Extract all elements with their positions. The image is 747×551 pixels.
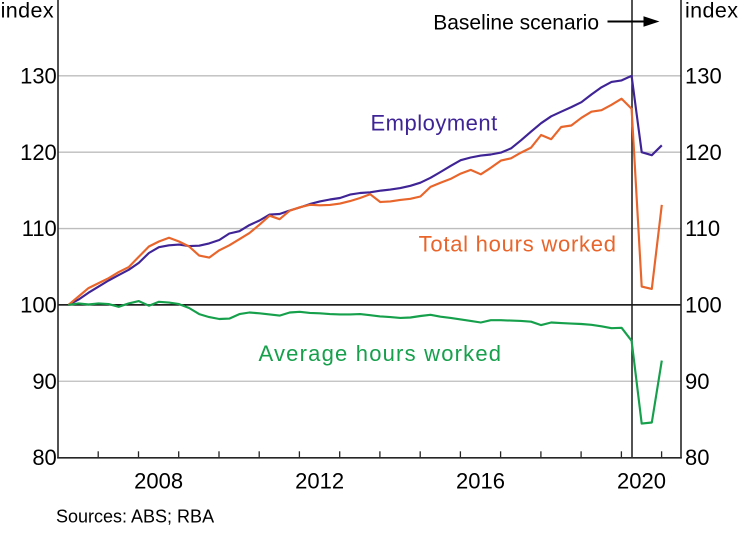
svg-text:120: 120 [20, 140, 57, 165]
svg-text:Baseline scenario: Baseline scenario [433, 12, 599, 35]
svg-text:Sources: ABS; RBA: Sources: ABS; RBA [56, 507, 214, 527]
svg-text:90: 90 [32, 369, 56, 394]
svg-text:80: 80 [32, 445, 56, 470]
svg-text:Employment: Employment [371, 111, 498, 136]
svg-text:130: 130 [20, 63, 57, 88]
svg-text:80: 80 [685, 445, 709, 470]
svg-text:130: 130 [685, 63, 722, 88]
svg-text:2008: 2008 [134, 469, 183, 494]
svg-text:100: 100 [20, 293, 57, 318]
svg-text:Average hours worked: Average hours worked [259, 341, 503, 366]
svg-text:100: 100 [685, 293, 722, 318]
svg-text:Total hours worked: Total hours worked [419, 232, 617, 257]
svg-text:110: 110 [22, 216, 57, 241]
svg-text:110: 110 [685, 216, 720, 241]
svg-text:index: index [1, 0, 54, 22]
svg-text:2016: 2016 [456, 469, 505, 494]
svg-text:index: index [685, 0, 738, 22]
svg-text:2020: 2020 [617, 469, 666, 494]
svg-text:120: 120 [685, 140, 722, 165]
svg-text:90: 90 [685, 369, 709, 394]
svg-text:2012: 2012 [295, 469, 344, 494]
